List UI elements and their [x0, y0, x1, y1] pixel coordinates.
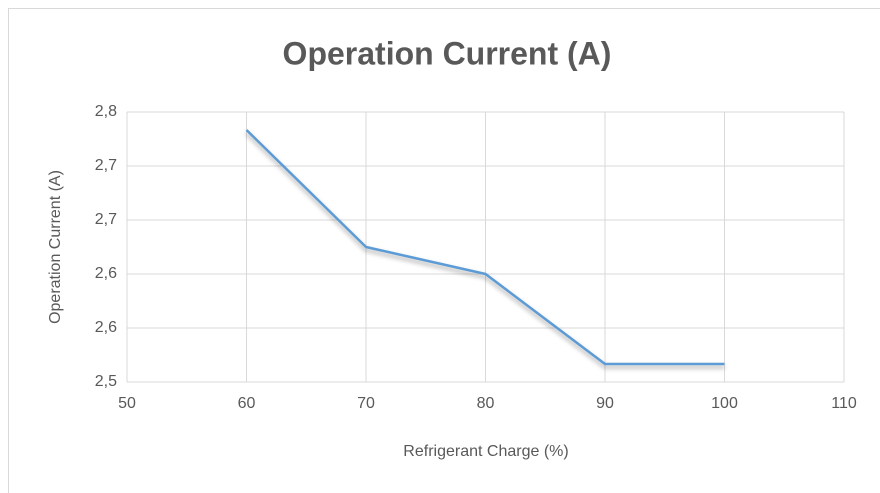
- x-tick-label: 50: [118, 395, 136, 412]
- y-tick-label: 2,5: [95, 373, 117, 390]
- y-tick-label: 2,7: [95, 211, 117, 228]
- x-tick-label: 60: [238, 395, 256, 412]
- y-axis-title: Operation Current (A): [47, 170, 64, 324]
- x-tick-label: 80: [477, 395, 495, 412]
- x-tick-label: 70: [357, 395, 375, 412]
- x-tick-label: 90: [596, 395, 614, 412]
- y-tick-label: 2,6: [95, 319, 117, 336]
- data-line: [245, 129, 725, 366]
- x-axis-title: Refrigerant Charge (%): [403, 443, 568, 460]
- x-tick-label: 100: [711, 395, 738, 412]
- chart-title: Operation Current (A): [283, 35, 612, 71]
- chart-frame: [8, 8, 880, 493]
- x-tick-label: 110: [831, 395, 857, 412]
- y-tick-label: 2,6: [95, 265, 117, 282]
- y-tick-label: 2,8: [95, 103, 117, 120]
- y-tick-label: 2,7: [95, 157, 117, 174]
